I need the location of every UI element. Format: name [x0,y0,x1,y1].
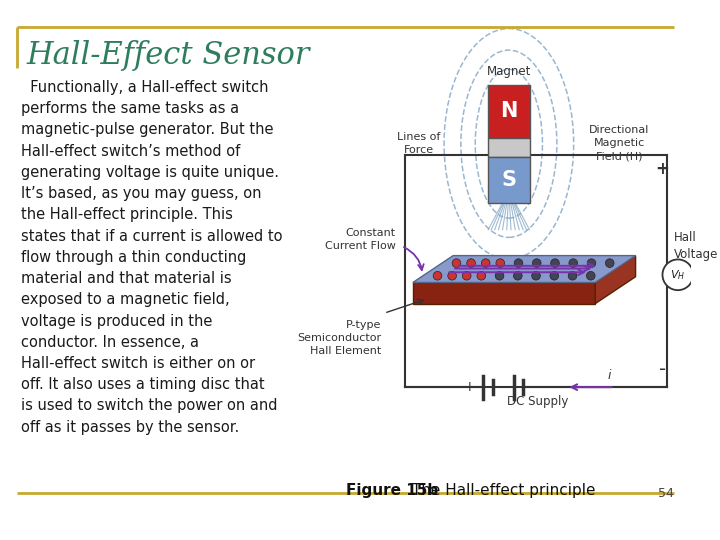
Circle shape [531,272,540,280]
Circle shape [462,272,471,280]
Circle shape [514,259,523,267]
Circle shape [606,259,614,267]
Text: $V_H$: $V_H$ [670,268,685,282]
Circle shape [587,272,595,280]
Circle shape [433,272,442,280]
Text: P-type
Semiconductor
Hall Element: P-type Semiconductor Hall Element [297,320,381,356]
Polygon shape [413,255,636,282]
Bar [487,157,530,203]
Circle shape [569,259,577,267]
Text: Magnet: Magnet [487,65,531,78]
Text: Directional
Magnetic
Field (H): Directional Magnetic Field (H) [589,125,649,161]
Bar [487,85,530,138]
Text: -: - [659,360,666,380]
Text: S: S [501,170,516,190]
Polygon shape [413,282,595,303]
Circle shape [496,259,505,267]
Text: DC Supply: DC Supply [507,395,568,408]
Circle shape [448,272,456,280]
Circle shape [452,259,461,267]
Text: Hall
Voltage: Hall Voltage [674,231,719,261]
Text: Constant
Current Flow: Constant Current Flow [325,228,395,251]
Polygon shape [595,255,636,303]
Text: The Hall-effect principle: The Hall-effect principle [407,483,595,497]
Circle shape [495,272,504,280]
Text: Functionally, a Hall-effect switch
performs the same tasks as a
magnetic-pulse g: Functionally, a Hall-effect switch perfo… [21,80,283,435]
Bar [487,138,530,157]
Text: 54: 54 [658,488,674,501]
Text: Figure 15b: Figure 15b [346,483,438,497]
Circle shape [477,272,485,280]
Text: Lines of
Force: Lines of Force [397,132,441,155]
Circle shape [568,272,577,280]
Text: i: i [608,369,611,382]
Circle shape [513,272,522,280]
Circle shape [662,259,693,290]
Circle shape [550,272,559,280]
Circle shape [532,259,541,267]
Text: +: + [464,380,475,394]
Text: +: + [655,160,670,178]
Circle shape [551,259,559,267]
Circle shape [482,259,490,267]
Circle shape [587,259,595,267]
Circle shape [467,259,475,267]
Text: Hall-Effect Sensor: Hall-Effect Sensor [27,39,310,71]
Text: N: N [500,101,518,121]
